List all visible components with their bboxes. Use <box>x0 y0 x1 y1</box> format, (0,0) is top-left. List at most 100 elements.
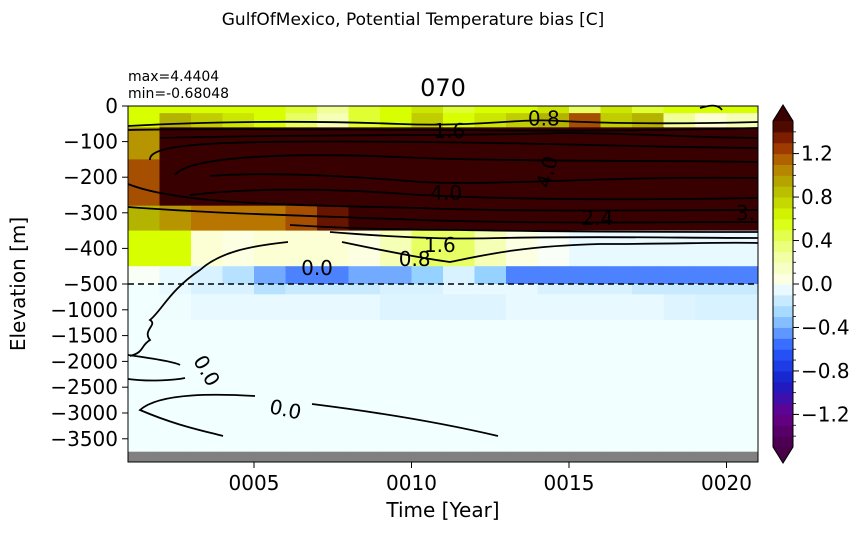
heatmap-cell <box>128 294 160 321</box>
heatmap-cell <box>632 294 664 321</box>
colorbar-bin <box>773 294 793 307</box>
contour-label: 3. <box>736 201 755 225</box>
heatmap-cell <box>726 294 759 321</box>
min-stat: min=-0.68048 <box>128 86 229 102</box>
colorbar-bin <box>773 436 793 448</box>
contour-lines <box>127 104 759 437</box>
heatmap-cell <box>726 230 759 267</box>
heatmap-cell <box>600 106 633 114</box>
heatmap-cell <box>380 320 412 453</box>
colorbar-tick-label: −0.8 <box>801 359 850 383</box>
heatmap-cell <box>632 451 664 463</box>
y-axis-label: Elevation [m] <box>6 217 30 351</box>
contour-line <box>329 231 759 240</box>
heatmap-cell <box>569 284 601 295</box>
colorbar-bin <box>773 370 793 383</box>
x-tick-label: 0020 <box>701 471 752 495</box>
y-tick-label: −2500 <box>50 375 118 399</box>
colorbar-bin <box>773 392 793 405</box>
y-tick-label: −1000 <box>50 298 118 322</box>
heatmap-cell <box>537 230 570 267</box>
heatmap-cell <box>159 106 192 114</box>
chart-suptitle: GulfOfMexico, Potential Temperature bias… <box>222 10 604 30</box>
contour-line <box>138 393 256 437</box>
contour-line <box>127 354 181 366</box>
contour-line <box>174 154 759 176</box>
heatmap-cell <box>222 294 255 321</box>
heatmap-cell <box>695 451 727 463</box>
heatmap-cell <box>222 451 255 463</box>
y-tick-label: −2000 <box>50 349 118 373</box>
colorbar-bin <box>773 121 793 133</box>
heatmap-cell <box>285 106 318 114</box>
heatmap-cell <box>254 230 286 267</box>
heatmap-cell <box>663 106 696 114</box>
colorbar-outline <box>772 104 794 464</box>
heatmap-cell <box>663 320 696 453</box>
contour-line <box>209 173 759 184</box>
heatmap-cell <box>726 106 759 114</box>
heatmap-cell <box>254 113 286 128</box>
colorbar-bin <box>773 425 793 437</box>
colorbar-bin <box>773 403 793 415</box>
heatmap-cell <box>443 294 475 321</box>
heatmap-cell <box>222 320 255 453</box>
x-axis-label: Time [Year] <box>385 498 499 522</box>
contour-line <box>127 119 759 127</box>
heatmap-cell <box>191 205 223 232</box>
heatmap-cell <box>600 294 633 321</box>
heatmap-cell <box>632 284 664 295</box>
x-tick-label: 0015 <box>544 471 595 495</box>
heatmap-cell <box>254 266 286 285</box>
colorbar-bin <box>773 186 793 198</box>
colorbar-bin <box>773 207 793 220</box>
heatmap-cell <box>285 284 318 295</box>
heatmap-cell <box>695 320 727 453</box>
heatmap-cell <box>128 127 160 160</box>
colorbar-tick-label: −1.2 <box>801 402 850 426</box>
heatmap-cell <box>443 284 475 295</box>
contour-line <box>127 206 759 224</box>
colorbar-bin <box>773 305 793 318</box>
heatmap-cell <box>411 320 444 453</box>
heatmap-cell <box>159 320 192 453</box>
heatmap-cell <box>380 266 412 285</box>
heatmap-cell <box>632 127 664 160</box>
y-tick-label: 0 <box>105 94 118 118</box>
heatmap-cell <box>254 294 286 321</box>
heatmap-cell <box>663 113 696 128</box>
contour-line <box>127 377 186 382</box>
colorbar-bin <box>773 414 793 426</box>
colorbar-tick-label: 0.0 <box>801 272 833 296</box>
heatmap-cell <box>663 451 696 463</box>
colorbar-bin <box>773 381 793 394</box>
contour-line <box>341 241 759 263</box>
heatmap-cell <box>537 284 570 295</box>
heatmap-cell <box>128 159 160 207</box>
heatmap-cell <box>569 451 601 463</box>
heatmap-cell <box>726 284 759 295</box>
heatmap-cell <box>159 294 192 321</box>
contour-line <box>311 403 499 437</box>
heatmap-cell <box>285 294 318 321</box>
heatmap-cell <box>191 106 223 114</box>
heatmap-cell <box>569 294 601 321</box>
heatmap-cell <box>600 127 633 160</box>
colorbar-bin <box>773 229 793 242</box>
heatmap-cell <box>191 294 223 321</box>
contour-line <box>289 224 759 233</box>
colorbar-bin <box>773 284 793 296</box>
y-tick-label: −300 <box>63 201 118 225</box>
heatmap-cell <box>632 113 664 128</box>
heatmap-cell <box>159 451 192 463</box>
heatmap-cell <box>380 451 412 463</box>
y-tick-label: −100 <box>63 130 118 154</box>
heatmap-cell <box>254 284 286 295</box>
heatmap-cell <box>222 113 255 128</box>
heatmap-cell <box>443 266 475 285</box>
heatmap-cell <box>128 205 160 232</box>
contour-labels: 0.81.64.04.02.4 3.1.60.80.00.00.0 <box>188 106 755 424</box>
heatmap-cell <box>348 320 381 453</box>
heatmap-cell <box>411 266 444 285</box>
